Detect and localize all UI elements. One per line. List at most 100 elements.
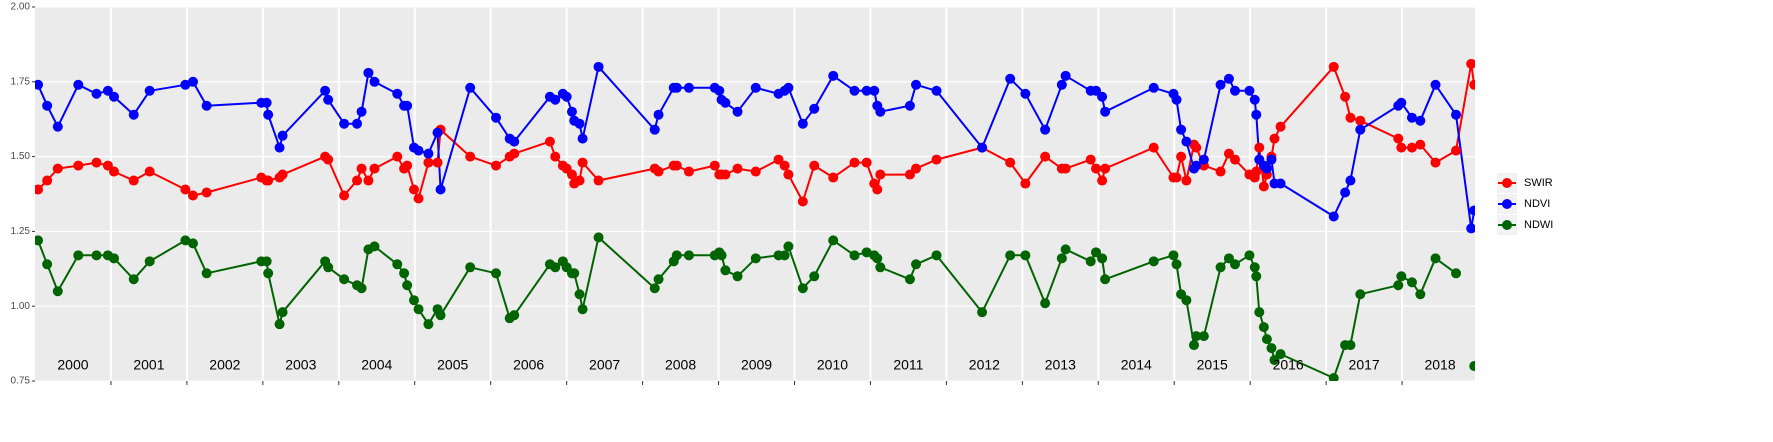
data-point: [1251, 109, 1262, 120]
data-point: [1430, 253, 1441, 264]
data-point: [1020, 250, 1031, 261]
data-point: [1466, 223, 1475, 234]
legend: SWIR NDVI NDWI: [1497, 173, 1553, 235]
data-point: [797, 196, 808, 207]
data-point: [1097, 91, 1108, 102]
data-point: [432, 157, 443, 168]
data-point: [750, 82, 761, 93]
data-point: [339, 274, 350, 285]
axes: 0.75 1.00 1.25 1.50 1.75 2.00 2000 2001 2002 2003…: [11, 2, 1456, 387]
data-point: [1345, 175, 1356, 186]
data-point: [277, 307, 288, 318]
data-point: [1171, 172, 1182, 183]
data-point: [1269, 133, 1280, 144]
data-point: [671, 250, 682, 261]
data-point: [1230, 154, 1240, 165]
year-label: 2007: [589, 357, 620, 373]
year-label: 2002: [209, 357, 240, 373]
data-point: [1176, 151, 1187, 162]
data-point: [1230, 85, 1240, 96]
data-point: [828, 235, 839, 246]
data-point: [1430, 79, 1441, 90]
data-point: [52, 121, 63, 132]
data-point: [875, 169, 886, 180]
data-point: [1340, 91, 1351, 102]
data-point: [653, 166, 664, 177]
data-point: [1215, 79, 1226, 90]
data-point: [544, 136, 555, 147]
data-point: [593, 175, 604, 186]
data-point: [73, 79, 84, 90]
data-point: [1040, 124, 1051, 135]
data-point: [566, 106, 577, 117]
data-point: [413, 304, 424, 315]
data-point: [849, 250, 860, 261]
data-point: [1415, 139, 1426, 150]
data-point: [201, 268, 212, 279]
data-point: [977, 142, 988, 153]
data-point: [1469, 79, 1475, 90]
data-point: [1396, 142, 1407, 153]
year-label: 2001: [133, 357, 164, 373]
data-point: [904, 274, 915, 285]
data-point: [509, 136, 520, 147]
data-point: [339, 118, 350, 129]
data-point: [408, 184, 419, 195]
data-point: [550, 151, 561, 162]
data-point: [323, 154, 334, 165]
data-point: [1355, 124, 1366, 135]
data-point: [108, 253, 119, 264]
data-point: [509, 310, 520, 321]
data-point: [263, 109, 274, 120]
data-point: [356, 163, 367, 174]
data-point: [73, 160, 84, 171]
data-point: [1249, 262, 1260, 273]
data-point: [274, 142, 285, 153]
year-label: 2018: [1424, 357, 1455, 373]
data-point: [52, 286, 63, 297]
data-point: [187, 238, 198, 249]
year-label: 2009: [741, 357, 772, 373]
data-point: [783, 82, 794, 93]
data-point: [716, 250, 727, 261]
data-point: [1340, 187, 1351, 198]
data-point: [720, 265, 731, 276]
data-point: [1345, 340, 1356, 351]
data-point: [1328, 211, 1339, 222]
data-layer: [35, 58, 1475, 381]
legend-label: NDVI: [1524, 198, 1550, 210]
data-point: [1469, 205, 1475, 216]
data-point: [1261, 163, 1272, 174]
data-point: [1406, 142, 1417, 153]
data-point: [108, 166, 119, 177]
data-point: [732, 106, 743, 117]
data-point: [1056, 79, 1067, 90]
data-point: [1254, 307, 1265, 318]
data-point: [277, 169, 288, 180]
data-point: [128, 109, 139, 120]
data-point: [683, 82, 694, 93]
data-point: [911, 259, 922, 270]
year-label: 2014: [1121, 357, 1152, 373]
data-point: [783, 169, 794, 180]
data-point: [1056, 253, 1067, 264]
data-point: [732, 163, 743, 174]
data-point: [720, 169, 731, 180]
legend-label: NDWI: [1524, 219, 1553, 231]
data-point: [369, 241, 380, 252]
data-point: [671, 160, 682, 171]
data-point: [1040, 151, 1051, 162]
data-point: [1198, 154, 1209, 165]
data-point: [872, 184, 883, 195]
data-point: [509, 148, 520, 159]
data-point: [491, 112, 502, 123]
data-point: [1005, 73, 1016, 84]
data-point: [1188, 340, 1199, 351]
plot-panel: [35, 7, 1475, 381]
data-point: [649, 124, 660, 135]
data-point: [423, 319, 434, 330]
data-point: [144, 85, 155, 96]
data-point: [1181, 175, 1192, 186]
data-point: [408, 295, 419, 306]
data-point: [1168, 250, 1179, 261]
